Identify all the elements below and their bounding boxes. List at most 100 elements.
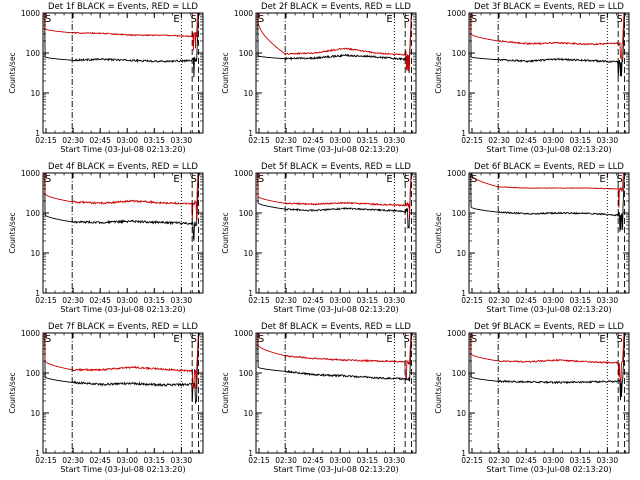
x-tick-label: 02:15 <box>248 296 270 305</box>
y-tick-label: 10 <box>456 89 466 98</box>
x-tick-label: 03:15 <box>356 136 378 145</box>
x-tick-label: 03:00 <box>542 296 564 305</box>
plot-frame <box>42 332 204 454</box>
y-tick-label: 1 <box>248 449 253 458</box>
y-tick-label: 100 <box>239 209 254 218</box>
y-axis-label: Counts/sec <box>434 52 443 93</box>
event-marker-label: S <box>403 14 409 25</box>
chart-title: Det 9f BLACK = Events, RED = LLD <box>474 322 624 332</box>
y-tick-label: 10 <box>30 89 40 98</box>
y-axis-label: Counts/sec <box>221 212 230 253</box>
chart-title: Det 1f BLACK = Events, RED = LLD <box>48 2 198 12</box>
event-marker-label: E <box>173 174 179 185</box>
event-marker-label: S <box>616 174 622 185</box>
x-axis-label: Start Time (03-Jul-08 02:13:20) <box>273 465 398 474</box>
event-marker-label: S <box>45 174 51 185</box>
y-tick-label: 100 <box>239 49 254 58</box>
y-tick-label: 10 <box>456 409 466 418</box>
y-tick-label: 10 <box>30 249 40 258</box>
y-tick-label: 1 <box>461 129 466 138</box>
series-line-events <box>257 333 413 382</box>
y-tick-label: 100 <box>239 369 254 378</box>
x-tick-label: 03:30 <box>384 456 406 465</box>
y-tick-label: 10 <box>456 249 466 258</box>
series-line-events <box>470 173 625 232</box>
y-tick-label: 1000 <box>234 9 253 18</box>
x-tick-label: 03:00 <box>329 136 351 145</box>
series-line-events <box>257 13 412 74</box>
x-tick-label: 03:15 <box>356 456 378 465</box>
x-tick-label: 02:15 <box>35 296 57 305</box>
y-tick-label: 1000 <box>447 9 466 18</box>
chart-title: Det 8f BLACK = Events, RED = LLD <box>261 322 411 332</box>
x-tick-label: 03:00 <box>329 296 351 305</box>
y-tick-label: 1000 <box>21 9 40 18</box>
x-tick-label: 03:15 <box>143 456 165 465</box>
series-line-lld <box>470 333 625 382</box>
event-marker-label: S <box>403 174 409 185</box>
x-tick-label: 02:15 <box>35 136 57 145</box>
x-tick-label: 02:30 <box>62 296 84 305</box>
event-marker-label: S <box>616 14 622 25</box>
event-marker-label: S <box>258 174 264 185</box>
x-axis-label: Start Time (03-Jul-08 02:13:20) <box>273 305 398 314</box>
x-tick-label: 03:15 <box>143 136 165 145</box>
x-tick-label: 03:15 <box>569 296 591 305</box>
series-line-lld <box>257 13 412 71</box>
series-line-events <box>470 333 626 401</box>
event-marker-label: S <box>471 174 477 185</box>
event-marker-label: S <box>258 334 264 345</box>
x-tick-label: 03:30 <box>597 136 619 145</box>
chart-title: Det 6f BLACK = Events, RED = LLD <box>474 162 624 172</box>
plot-frame <box>255 332 417 454</box>
plot-frame <box>42 172 204 294</box>
x-tick-label: 03:00 <box>542 456 564 465</box>
x-tick-label: 02:45 <box>89 296 111 305</box>
event-marker-label: S <box>471 14 477 25</box>
x-tick-label: 03:00 <box>329 456 351 465</box>
x-tick-label: 03:30 <box>171 136 193 145</box>
event-marker-label: S <box>258 14 264 25</box>
y-tick-label: 1 <box>248 129 253 138</box>
event-marker-label: S <box>190 334 196 345</box>
chart-title: Det 2f BLACK = Events, RED = LLD <box>261 2 411 12</box>
series-line-events <box>44 173 200 241</box>
x-tick-label: 03:00 <box>116 296 138 305</box>
x-tick-label: 03:30 <box>171 296 193 305</box>
series-line-lld <box>470 173 624 208</box>
x-axis-label: Start Time (03-Jul-08 02:13:20) <box>60 465 185 474</box>
event-marker-label: E <box>173 14 179 25</box>
y-axis-label: Counts/sec <box>8 372 17 413</box>
y-tick-label: 1 <box>248 289 253 298</box>
series-line-events <box>44 333 200 404</box>
y-tick-label: 1 <box>35 289 40 298</box>
x-tick-label: 02:15 <box>35 456 57 465</box>
x-tick-label: 02:15 <box>461 296 483 305</box>
y-tick-label: 100 <box>26 49 41 58</box>
x-axis-label: Start Time (03-Jul-08 02:13:20) <box>60 305 185 314</box>
chart-title: Det 7f BLACK = Events, RED = LLD <box>48 322 198 332</box>
x-tick-label: 02:15 <box>248 136 270 145</box>
x-tick-label: 02:45 <box>302 136 324 145</box>
series-line-lld <box>44 333 199 390</box>
series-line-lld <box>257 333 412 379</box>
x-tick-label: 02:30 <box>275 296 297 305</box>
chart-title: Det 5f BLACK = Events, RED = LLD <box>261 162 411 172</box>
plot-frame <box>255 12 417 134</box>
y-axis-label: Counts/sec <box>434 212 443 253</box>
chart-title: Det 4f BLACK = Events, RED = LLD <box>48 162 198 172</box>
y-tick-label: 1000 <box>447 329 466 338</box>
y-axis-label: Counts/sec <box>8 212 17 253</box>
x-tick-label: 03:00 <box>116 456 138 465</box>
y-axis-label: Counts/sec <box>8 52 17 93</box>
chart-title: Det 3f BLACK = Events, RED = LLD <box>474 2 624 12</box>
y-tick-label: 10 <box>243 89 253 98</box>
x-tick-label: 03:00 <box>116 136 138 145</box>
y-tick-label: 100 <box>452 49 467 58</box>
